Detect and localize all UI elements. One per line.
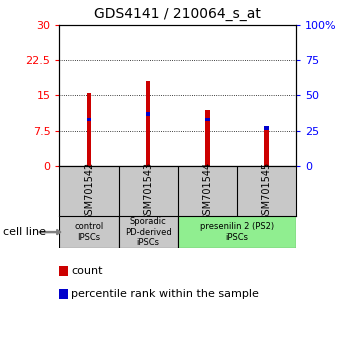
Text: cell line: cell line <box>3 227 46 237</box>
Bar <box>177 216 296 248</box>
Text: GSM701545: GSM701545 <box>261 162 271 221</box>
Text: GSM701543: GSM701543 <box>143 162 153 221</box>
Text: presenilin 2 (PS2)
iPSCs: presenilin 2 (PS2) iPSCs <box>200 222 274 242</box>
Text: Sporadic
PD-derived
iPSCs: Sporadic PD-derived iPSCs <box>125 217 171 247</box>
Bar <box>146 112 151 116</box>
Text: GSM701542: GSM701542 <box>84 162 94 221</box>
Text: percentile rank within the sample: percentile rank within the sample <box>71 289 259 299</box>
Bar <box>87 118 91 121</box>
Bar <box>146 81 151 166</box>
Bar <box>87 93 91 166</box>
Bar <box>119 216 177 248</box>
Text: GSM701544: GSM701544 <box>202 162 212 221</box>
Bar <box>59 216 119 248</box>
Bar <box>205 110 209 166</box>
Title: GDS4141 / 210064_s_at: GDS4141 / 210064_s_at <box>94 7 261 21</box>
Text: count: count <box>71 266 103 276</box>
Bar <box>205 118 209 121</box>
Bar <box>264 129 269 166</box>
Bar <box>264 126 269 130</box>
Text: control
IPSCs: control IPSCs <box>74 222 104 242</box>
